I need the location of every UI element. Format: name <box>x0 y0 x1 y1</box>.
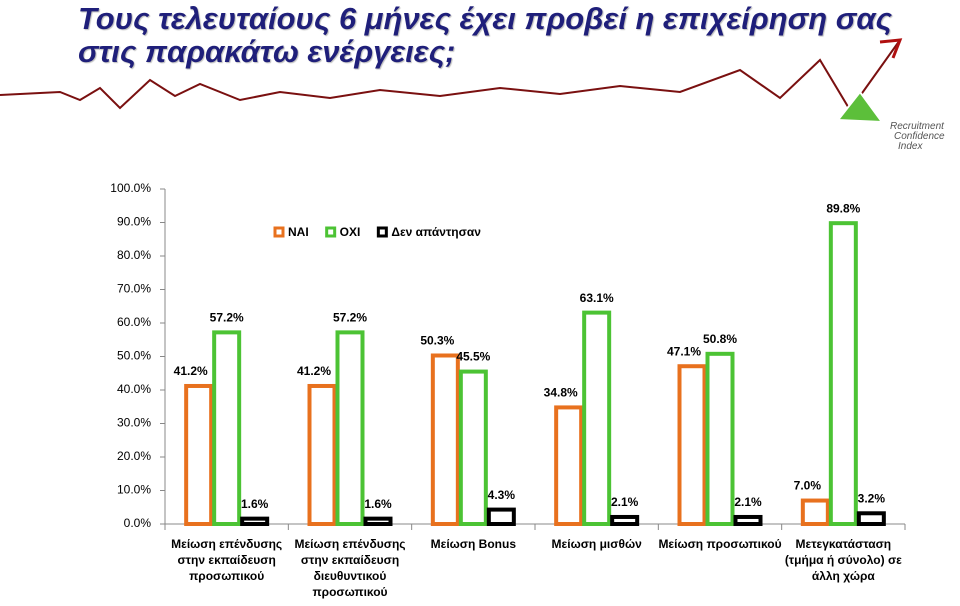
value-label: 1.6% <box>364 497 392 511</box>
value-label: 4.3% <box>488 488 516 502</box>
value-label: 50.3% <box>420 334 454 348</box>
y-tick-label: 30.0% <box>117 416 151 430</box>
bar <box>856 511 886 527</box>
x-tick-label: Μείωση επένδυσης στην εκπαίδευση διευθυν… <box>294 537 406 599</box>
bar <box>677 364 707 526</box>
legend-label: ΟΧΙ <box>340 225 361 239</box>
logo-text: Index <box>898 141 923 152</box>
logo-text: Recruitment <box>890 121 944 132</box>
bar <box>363 516 393 527</box>
bar <box>335 330 365 526</box>
x-tick-label: Μείωση μισθών <box>551 537 642 551</box>
value-label: 47.1% <box>667 344 701 358</box>
legend-swatch <box>376 226 388 238</box>
bar <box>705 351 735 526</box>
value-label: 2.1% <box>611 495 639 509</box>
y-tick-label: 10.0% <box>117 483 151 497</box>
value-label: 45.5% <box>456 350 490 364</box>
y-tick-label: 0.0% <box>124 516 152 530</box>
value-label: 34.8% <box>544 386 578 400</box>
y-tick-label: 20.0% <box>117 449 151 463</box>
x-tick-label: Μείωση Bonus <box>430 537 517 551</box>
value-label: 41.2% <box>297 364 331 378</box>
bar <box>554 405 584 527</box>
bar <box>212 330 242 526</box>
value-label: 7.0% <box>794 479 822 493</box>
bar <box>582 310 612 526</box>
value-label: 63.1% <box>580 291 614 305</box>
value-label: 41.2% <box>174 364 208 378</box>
value-label: 2.1% <box>734 495 762 509</box>
bar <box>458 369 488 527</box>
legend-label: Δεν απάντησαν <box>391 225 481 239</box>
y-tick-label: 40.0% <box>117 382 151 396</box>
x-tick-label: Μετεγκατάσταση (τμήμα ή σύνολο) σε άλλη … <box>784 537 902 583</box>
y-tick-label: 100.0% <box>110 181 151 195</box>
y-tick-label: 70.0% <box>117 282 151 296</box>
value-label: 89.8% <box>826 201 860 215</box>
x-tick-label: Μείωση επένδυσης στην εκπαίδευση προσωπι… <box>171 537 283 583</box>
bar <box>800 498 830 526</box>
value-label: 1.6% <box>241 497 269 511</box>
legend-label: ΝΑΙ <box>288 225 309 239</box>
title: Τους τελευταίους 6 μήνες έχει προβεί η ε… <box>78 1 893 69</box>
y-tick-label: 80.0% <box>117 248 151 262</box>
bar <box>184 383 214 527</box>
y-tick-label: 60.0% <box>117 315 151 329</box>
logo: Recruitment Confidence Index <box>890 122 945 152</box>
legend-swatch <box>325 226 337 238</box>
logo-triangle <box>836 90 885 124</box>
value-label: 3.2% <box>858 491 886 505</box>
y-tick-label: 50.0% <box>117 349 151 363</box>
x-tick-label: Μείωση προσωπικού <box>658 537 782 551</box>
logo-text: Confidence <box>894 131 945 142</box>
bar <box>430 353 460 526</box>
value-label: 50.8% <box>703 332 737 346</box>
bar <box>486 507 516 527</box>
bar <box>610 514 640 527</box>
header-arrow <box>879 38 903 59</box>
value-label: 57.2% <box>333 311 367 325</box>
bar <box>307 383 337 527</box>
header-decoration <box>0 39 901 112</box>
value-label: 57.2% <box>210 311 244 325</box>
y-tick-label: 90.0% <box>117 215 151 229</box>
bar <box>828 221 858 526</box>
legend-swatch <box>273 226 285 238</box>
bar <box>733 514 763 527</box>
bar <box>240 516 270 527</box>
